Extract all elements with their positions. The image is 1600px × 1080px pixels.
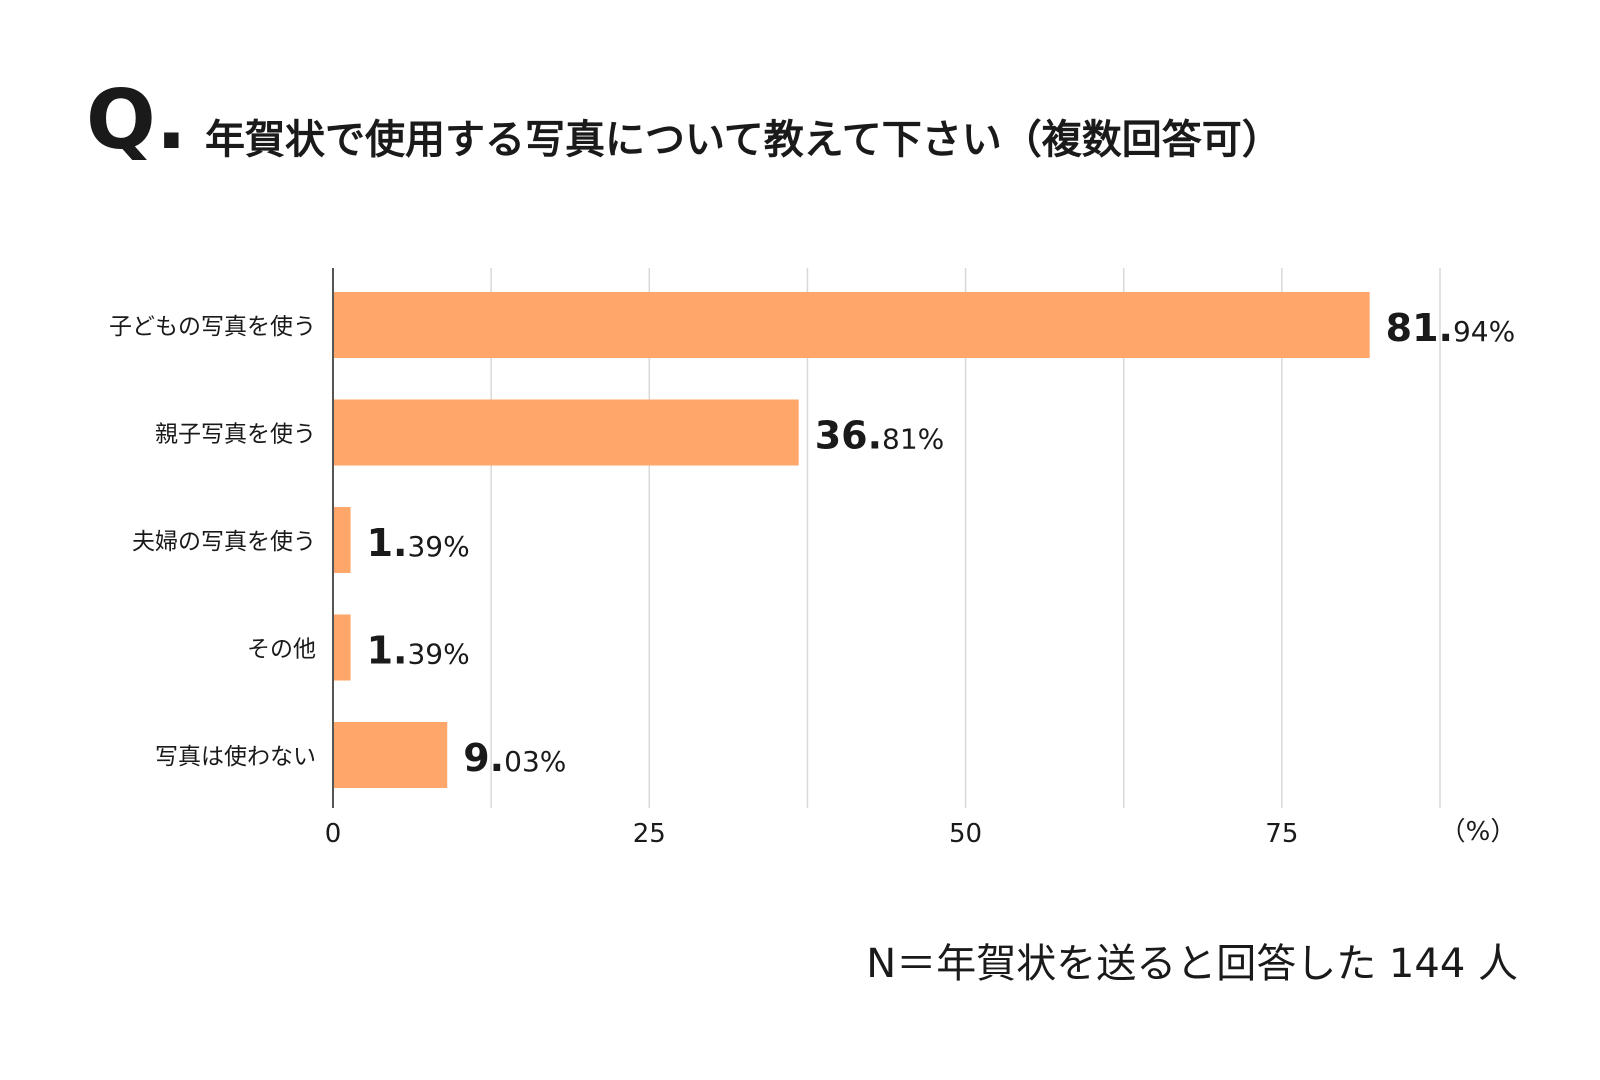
value-label-major: 36. [815, 414, 882, 458]
bar [333, 399, 799, 466]
category-label: その他 [247, 637, 316, 663]
bar [333, 614, 351, 681]
value-label-major: 1. [367, 629, 408, 673]
category-label: 写真は使わない [155, 744, 316, 770]
value-label: 81.94% [1386, 306, 1516, 350]
value-label: 1.39% [367, 629, 470, 673]
value-labels: 81.94%36.81%1.39%1.39%9.03% [367, 306, 1516, 780]
chart-title: 年賀状で使用する写真について教えて下さい（複数回答可） [205, 117, 1282, 163]
x-unit-label: （%） [1440, 817, 1517, 847]
question-mark: Q. [86, 73, 187, 168]
category-label: 夫婦の写真を使う [132, 529, 316, 555]
category-label: 親子写真を使う [155, 422, 316, 448]
bar [333, 507, 351, 573]
bars [333, 292, 1370, 788]
x-tick-label: 25 [633, 819, 666, 849]
value-label: 36.81% [815, 414, 945, 458]
category-label: 子どもの写真を使う [109, 314, 316, 340]
bar [333, 722, 448, 788]
value-label-minor: 81% [882, 423, 944, 456]
value-label-minor: 94% [1453, 315, 1515, 348]
value-label: 9.03% [463, 736, 566, 780]
value-label-major: 9. [463, 736, 504, 780]
x-tick-label: 75 [1265, 819, 1298, 849]
x-tick-label: 50 [949, 819, 982, 849]
value-label-major: 81. [1386, 306, 1453, 350]
value-label-minor: 03% [504, 745, 566, 778]
x-tick-labels: 0 25 50 75 [325, 819, 1299, 849]
value-label-major: 1. [367, 521, 408, 565]
sample-size-note: N＝年賀状を送ると回答した 144 人 [866, 941, 1518, 987]
bar [333, 292, 1370, 358]
value-label: 1.39% [367, 521, 470, 565]
value-label-minor: 39% [407, 638, 469, 671]
value-label-minor: 39% [407, 530, 469, 563]
x-tick-label: 0 [325, 819, 342, 849]
